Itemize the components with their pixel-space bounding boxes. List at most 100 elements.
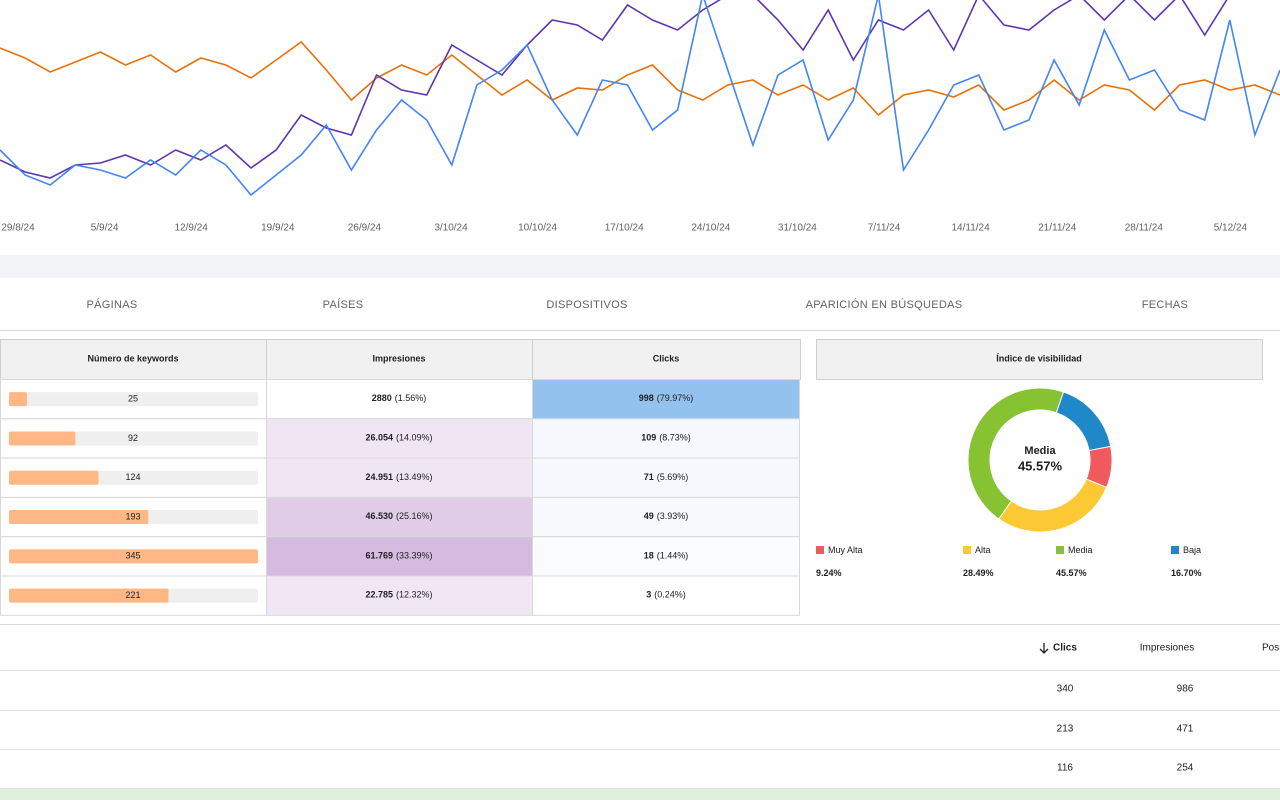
clicks-pct: (5.69%) bbox=[657, 472, 689, 482]
keyword-count: 25 bbox=[128, 394, 138, 404]
impressions-text: 24.951 (13.49%) bbox=[365, 472, 432, 482]
clicks-pct: (8.73%) bbox=[659, 433, 691, 443]
clicks-value: 3 bbox=[646, 590, 651, 600]
impressions-pct: (25.16%) bbox=[396, 511, 433, 521]
visibility-header bbox=[816, 339, 1263, 380]
separator-band bbox=[0, 255, 1280, 278]
clicks-cell: 116 bbox=[1057, 763, 1073, 774]
clicks-value: 109 bbox=[641, 433, 656, 443]
clicks-pct: (79.97%) bbox=[657, 394, 694, 404]
clicks-cell: 213 bbox=[1057, 724, 1074, 735]
tab[interactable]: APARICIÓN EN BÚSQUEDAS bbox=[806, 298, 963, 311]
keyword-bar bbox=[9, 510, 149, 525]
tab[interactable]: FECHAS bbox=[1142, 299, 1188, 311]
impressions-pct: (12.32%) bbox=[396, 590, 433, 600]
keyword-bar bbox=[9, 470, 99, 485]
cell bbox=[532, 418, 800, 459]
header-text: Clicks bbox=[653, 353, 680, 363]
x-tick-label: 24/10/24 bbox=[691, 223, 730, 234]
impressions-text: 26.054 (14.09%) bbox=[365, 433, 432, 443]
tab[interactable]: PAÍSES bbox=[323, 298, 364, 311]
impressions-cell: 254 bbox=[1177, 763, 1194, 774]
center-label: Media bbox=[1024, 445, 1056, 457]
clicks-pct: (1.44%) bbox=[657, 551, 689, 561]
clicks-cell: 340 bbox=[1057, 684, 1074, 695]
x-tick-label: 26/9/24 bbox=[348, 223, 382, 234]
keyword-bar bbox=[9, 431, 76, 446]
keyword-count: 345 bbox=[125, 551, 140, 561]
cell bbox=[532, 379, 800, 420]
legend-label: Alta bbox=[975, 545, 991, 555]
column-header[interactable]: Impresiones bbox=[1140, 643, 1194, 654]
x-tick-label: 12/9/24 bbox=[175, 223, 209, 234]
clicks-text: 3 (0.24%) bbox=[646, 590, 686, 600]
visibility-title: Índice de visibilidad bbox=[996, 353, 1082, 363]
keyword-count: 221 bbox=[125, 590, 140, 600]
clicks-value: 49 bbox=[644, 511, 654, 521]
tab[interactable]: DISPOSITIVOS bbox=[546, 299, 627, 311]
column-header[interactable]: Clics bbox=[1053, 643, 1077, 654]
legend-swatch bbox=[1056, 546, 1064, 554]
x-tick-label: 17/10/24 bbox=[605, 223, 644, 234]
legend-value: 9.24% bbox=[816, 568, 842, 578]
cell bbox=[532, 536, 800, 577]
series-line bbox=[0, 0, 1280, 197]
legend-label: Muy Alta bbox=[828, 545, 863, 555]
keyword-bar bbox=[9, 549, 258, 564]
keyword-bar bbox=[9, 392, 28, 407]
impressions-pct: (1.56%) bbox=[395, 394, 427, 404]
impressions-text: 61.769 (33.39%) bbox=[365, 551, 432, 561]
impressions-value: 2880 bbox=[372, 394, 392, 404]
cell bbox=[266, 536, 533, 577]
tab[interactable]: PÁGINAS bbox=[86, 298, 137, 311]
keyword-count: 92 bbox=[128, 433, 138, 443]
x-tick-label: 21/11/24 bbox=[1038, 223, 1077, 234]
x-tick-label: 3/10/24 bbox=[434, 223, 468, 234]
header-cell bbox=[266, 339, 533, 380]
center-value: 45.57% bbox=[1018, 458, 1063, 473]
legend-label: Media bbox=[1068, 545, 1093, 555]
impressions-value: 61.769 bbox=[365, 551, 393, 561]
impressions-text: 46.530 (25.16%) bbox=[365, 511, 432, 521]
legend-value: 45.57% bbox=[1056, 568, 1087, 578]
legend-swatch bbox=[816, 546, 824, 554]
impressions-pct: (33.39%) bbox=[396, 551, 433, 561]
cell bbox=[266, 496, 533, 538]
keyword-count: 193 bbox=[125, 511, 140, 521]
header-text: Impresiones bbox=[372, 353, 425, 363]
legend-value: 28.49% bbox=[963, 568, 994, 578]
x-tick-label: 5/12/24 bbox=[1214, 223, 1248, 234]
line-chart bbox=[0, 0, 1280, 197]
bar-track bbox=[9, 392, 258, 407]
clicks-text: 49 (3.93%) bbox=[644, 511, 689, 521]
column-header[interactable]: Posi bbox=[1262, 643, 1280, 654]
impressions-pct: (13.49%) bbox=[396, 472, 433, 482]
impressions-cell: 986 bbox=[1177, 684, 1194, 695]
x-tick-label: 31/10/24 bbox=[778, 223, 817, 234]
x-tick-label: 10/10/24 bbox=[518, 223, 557, 234]
impressions-text: 22.785 (12.32%) bbox=[365, 590, 432, 600]
impressions-value: 46.530 bbox=[365, 511, 393, 521]
donut-segment bbox=[967, 387, 1065, 520]
header-cell bbox=[0, 339, 267, 380]
impressions-value: 22.785 bbox=[365, 590, 393, 600]
legend-swatch bbox=[963, 546, 971, 554]
cell bbox=[532, 575, 800, 616]
legend-label: Baja bbox=[1183, 545, 1201, 555]
x-tick-label: 29/8/24 bbox=[1, 223, 35, 234]
cell bbox=[532, 457, 800, 498]
clicks-text: 109 (8.73%) bbox=[641, 433, 691, 443]
cell bbox=[532, 496, 800, 538]
keyword-count: 124 bbox=[125, 472, 140, 482]
clicks-text: 18 (1.44%) bbox=[644, 551, 689, 561]
donut-segment bbox=[998, 478, 1108, 533]
x-tick-label: 14/11/24 bbox=[952, 223, 991, 234]
legend-swatch bbox=[1171, 546, 1179, 554]
impressions-value: 26.054 bbox=[365, 433, 393, 443]
legend-value: 16.70% bbox=[1171, 568, 1202, 578]
clicks-pct: (0.24%) bbox=[654, 590, 686, 600]
clicks-text: 998 (79.97%) bbox=[639, 394, 694, 404]
donut-segment bbox=[1055, 391, 1112, 452]
cell bbox=[266, 418, 533, 459]
